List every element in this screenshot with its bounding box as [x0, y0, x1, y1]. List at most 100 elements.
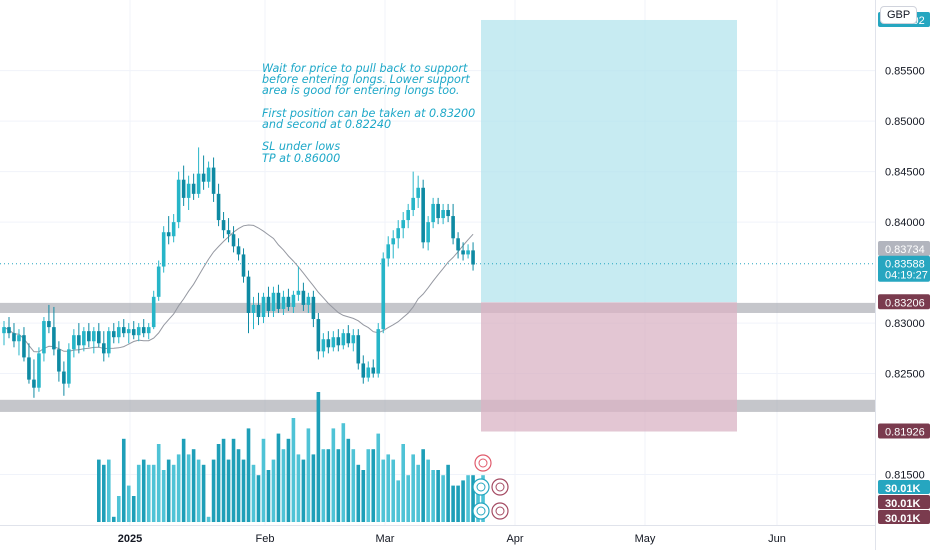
event-icons[interactable]: [472, 454, 509, 520]
candle[interactable]: [92, 327, 96, 354]
candle-body[interactable]: [97, 331, 101, 344]
candle-body[interactable]: [52, 327, 56, 350]
candle-body[interactable]: [286, 296, 291, 307]
candle[interactable]: [156, 260, 161, 301]
candle-body[interactable]: [136, 327, 141, 336]
candle[interactable]: [456, 232, 460, 259]
candle-body[interactable]: [456, 238, 460, 251]
candle-body[interactable]: [296, 290, 301, 295]
candle-body[interactable]: [436, 203, 440, 219]
candle-body[interactable]: [446, 210, 450, 217]
candle[interactable]: [441, 203, 445, 225]
candle-body[interactable]: [216, 193, 221, 221]
candle[interactable]: [106, 327, 111, 358]
candle-body[interactable]: [336, 337, 341, 346]
candle[interactable]: [241, 248, 246, 283]
candle-body[interactable]: [411, 197, 415, 210]
candle[interactable]: [256, 292, 261, 326]
candle-body[interactable]: [381, 258, 386, 330]
candle-body[interactable]: [276, 292, 281, 309]
candle[interactable]: [311, 290, 316, 328]
candle[interactable]: [301, 282, 306, 311]
candle[interactable]: [181, 165, 186, 206]
candle[interactable]: [336, 329, 341, 352]
candle-body[interactable]: [62, 371, 66, 384]
candle-body[interactable]: [331, 337, 336, 348]
candle-body[interactable]: [42, 321, 46, 354]
candle-body[interactable]: [251, 304, 256, 313]
candle-body[interactable]: [316, 319, 321, 352]
candle[interactable]: [17, 329, 21, 356]
candle-body[interactable]: [12, 333, 16, 342]
candle-body[interactable]: [106, 331, 111, 354]
candle[interactable]: [87, 323, 91, 348]
time-axis[interactable]: 2025 Feb Mar Apr May Jun: [118, 533, 786, 545]
candle-body[interactable]: [47, 321, 51, 328]
candle[interactable]: [47, 304, 51, 334]
candle[interactable]: [62, 361, 66, 396]
candle-body[interactable]: [126, 329, 131, 334]
candle[interactable]: [146, 323, 151, 340]
candle[interactable]: [116, 321, 121, 344]
candle[interactable]: [166, 216, 171, 245]
candle-body[interactable]: [431, 203, 435, 223]
candle[interactable]: [376, 323, 381, 378]
candle[interactable]: [361, 355, 366, 384]
candle[interactable]: [102, 331, 106, 362]
candle[interactable]: [186, 175, 191, 210]
profit-zone[interactable]: [481, 19, 737, 303]
candle-body[interactable]: [471, 250, 475, 265]
candle[interactable]: [57, 341, 61, 382]
candle[interactable]: [52, 306, 56, 356]
candle[interactable]: [316, 312, 321, 360]
candle[interactable]: [136, 323, 141, 342]
candle[interactable]: [37, 347, 41, 392]
candle[interactable]: [246, 270, 251, 334]
candle[interactable]: [126, 323, 131, 344]
candle-body[interactable]: [246, 276, 251, 313]
candle[interactable]: [131, 321, 136, 340]
candle-body[interactable]: [7, 327, 11, 334]
candle[interactable]: [391, 230, 396, 259]
candle-body[interactable]: [371, 367, 376, 374]
candle-body[interactable]: [356, 335, 361, 364]
candle[interactable]: [32, 359, 36, 398]
candle[interactable]: [82, 327, 86, 352]
candle[interactable]: [471, 242, 475, 271]
candle-body[interactable]: [426, 222, 430, 243]
candle-body[interactable]: [306, 296, 311, 305]
candle-body[interactable]: [326, 339, 331, 348]
candle-body[interactable]: [116, 327, 121, 338]
candle-body[interactable]: [421, 187, 425, 243]
candle-body[interactable]: [2, 327, 6, 334]
candle[interactable]: [141, 319, 146, 338]
volume-badge[interactable]: [878, 480, 930, 494]
candle-body[interactable]: [146, 327, 151, 334]
volume-badge[interactable]: [878, 495, 930, 509]
candle[interactable]: [42, 317, 46, 362]
candle[interactable]: [196, 147, 201, 198]
candle[interactable]: [366, 361, 371, 382]
candle[interactable]: [466, 244, 470, 259]
candle-body[interactable]: [176, 179, 181, 223]
candle[interactable]: [221, 212, 226, 239]
candle[interactable]: [151, 290, 156, 330]
candle-body[interactable]: [156, 266, 161, 297]
candle[interactable]: [266, 286, 271, 318]
candle[interactable]: [97, 323, 101, 348]
candle-body[interactable]: [186, 183, 191, 198]
candle[interactable]: [381, 252, 386, 334]
earnings-icon[interactable]: [472, 478, 490, 496]
candle[interactable]: [351, 329, 356, 352]
candle[interactable]: [211, 157, 216, 202]
candle-body[interactable]: [67, 349, 71, 384]
candle-body[interactable]: [161, 232, 166, 267]
candle[interactable]: [431, 197, 435, 229]
candle[interactable]: [401, 212, 405, 239]
candle-body[interactable]: [241, 254, 246, 277]
candle[interactable]: [346, 325, 351, 348]
candle[interactable]: [77, 323, 81, 354]
candle-body[interactable]: [376, 329, 381, 374]
candle-body[interactable]: [366, 367, 371, 378]
candle-body[interactable]: [266, 296, 271, 311]
